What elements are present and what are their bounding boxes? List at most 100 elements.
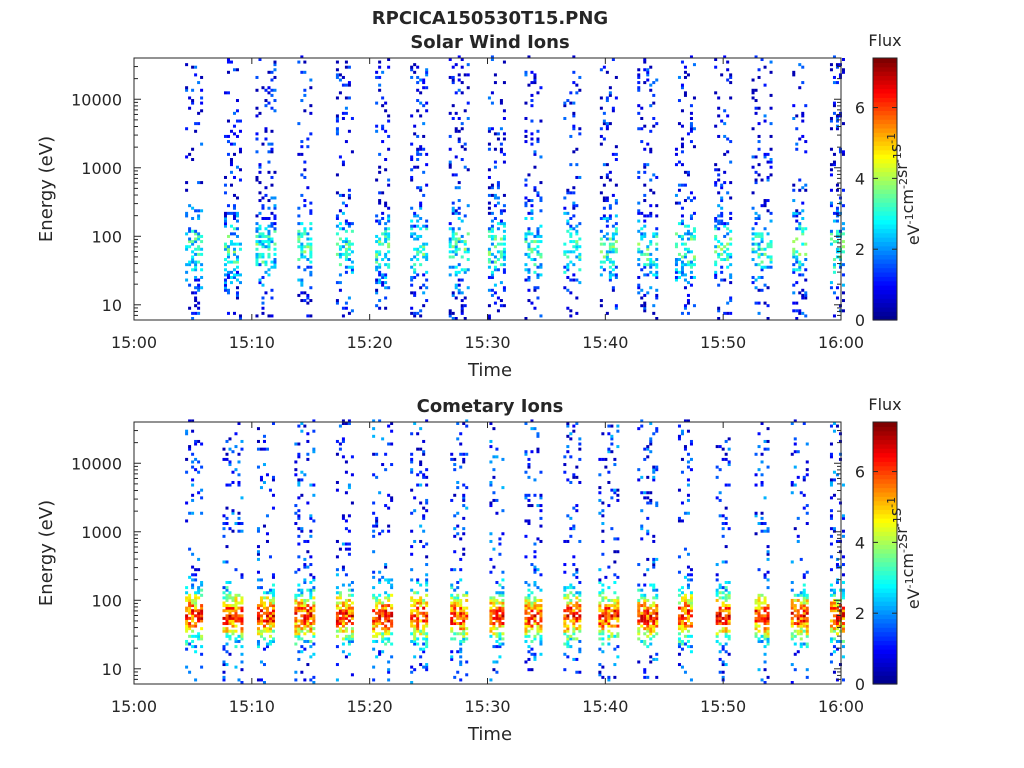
heatmap-cell: [530, 614, 534, 618]
heatmap-cell: [191, 604, 195, 608]
heatmap-cell: [197, 614, 201, 618]
heatmap-cell: [448, 227, 452, 231]
heatmap-cell: [238, 317, 242, 320]
heatmap-cell: [378, 601, 382, 605]
colorbar-swatch: [873, 280, 897, 286]
heatmap-cell: [271, 606, 275, 610]
heatmap-cell: [566, 639, 570, 643]
heatmap-cell: [530, 250, 534, 254]
heatmap-cell: [234, 468, 238, 472]
heatmap-cell: [566, 229, 570, 233]
heatmap-cell: [613, 488, 617, 492]
heatmap-cell: [643, 147, 647, 151]
heatmap-cell: [200, 606, 204, 610]
heatmap-cell: [655, 275, 659, 279]
heatmap-cell: [338, 237, 342, 241]
heatmap-cell: [655, 427, 659, 431]
heatmap-cell: [490, 275, 494, 279]
heatmap-cell: [608, 214, 612, 218]
heatmap-cell: [309, 270, 313, 274]
heatmap-cell: [608, 170, 612, 174]
heatmap-cell: [804, 150, 808, 154]
heatmap-cell: [466, 250, 470, 254]
heatmap-cell: [273, 109, 277, 113]
heatmap-cell: [805, 570, 809, 574]
heatmap-cell: [563, 206, 567, 210]
heatmap-cell: [425, 475, 429, 479]
heatmap-cell: [502, 229, 506, 233]
heatmap-cell: [300, 281, 304, 285]
heatmap-cell: [727, 634, 731, 638]
heatmap-cell: [466, 268, 470, 272]
heatmap-cell: [524, 204, 528, 208]
heatmap-cell: [188, 204, 192, 208]
heatmap-cell: [457, 129, 461, 133]
heatmap-cell: [533, 81, 537, 85]
heatmap-cell: [680, 206, 684, 210]
heatmap-cell: [347, 486, 351, 490]
heatmap-cell: [757, 432, 761, 436]
heatmap-cell: [757, 216, 761, 220]
heatmap-cell: [267, 86, 271, 90]
heatmap-cell: [303, 601, 307, 605]
heatmap-cell: [261, 245, 265, 249]
heatmap-cell: [795, 211, 799, 215]
heatmap-cell: [237, 614, 241, 618]
heatmap-cell: [460, 122, 464, 126]
heatmap-cell: [724, 588, 728, 592]
heatmap-cell: [578, 442, 582, 446]
heatmap-cell: [271, 583, 275, 587]
heatmap-cell: [717, 227, 721, 231]
heatmap-cell: [680, 255, 684, 259]
heatmap-cell: [188, 670, 192, 674]
heatmap-cell: [530, 99, 534, 103]
heatmap-cell: [643, 619, 647, 623]
heatmap-cell: [763, 609, 767, 613]
heatmap-cell: [191, 268, 195, 272]
heatmap-cell: [832, 622, 836, 626]
heatmap-cell: [410, 75, 414, 79]
heatmap-cell: [306, 624, 310, 628]
colorbar-swatch: [873, 123, 897, 129]
heatmap-cell: [264, 129, 268, 133]
heatmap-cell: [262, 591, 266, 595]
heatmap-cell: [599, 127, 603, 131]
heatmap-cell: [465, 598, 469, 602]
heatmap-cell: [303, 299, 307, 303]
heatmap-cell: [372, 473, 376, 477]
heatmap-cell: [790, 637, 794, 641]
heatmap-cell: [194, 578, 198, 582]
heatmap-cell: [539, 119, 543, 123]
heatmap-cell: [450, 596, 454, 600]
heatmap-cell: [751, 237, 755, 241]
heatmap-cell: [683, 670, 687, 674]
heatmap-cell: [194, 291, 198, 295]
heatmap-cell: [335, 301, 339, 305]
heatmap-cell: [841, 273, 845, 277]
heatmap-cell: [459, 598, 463, 602]
heatmap-cell: [689, 55, 693, 59]
heatmap-cell: [613, 609, 617, 613]
heatmap-cell: [536, 609, 540, 613]
heatmap-cell: [569, 163, 573, 167]
heatmap-cell: [410, 611, 414, 615]
heatmap-cell: [419, 663, 423, 667]
heatmap-cell: [530, 606, 534, 610]
heatmap-cell: [271, 611, 275, 615]
heatmap-cell: [501, 486, 505, 490]
heatmap-cell: [191, 552, 195, 556]
heatmap-cell: [718, 622, 722, 626]
heatmap-cell: [197, 237, 201, 241]
heatmap-cell: [726, 255, 730, 259]
heatmap-cell: [683, 255, 687, 259]
heatmap-cell: [223, 263, 227, 267]
heatmap-cell: [680, 629, 684, 633]
heatmap-cell: [495, 455, 499, 459]
heatmap-cell: [751, 78, 755, 82]
heatmap-cell: [686, 634, 690, 638]
heatmap-cell: [387, 263, 391, 267]
heatmap-cell: [416, 214, 420, 218]
heatmap-cell: [226, 234, 230, 238]
heatmap-cell: [539, 199, 543, 203]
heatmap-cell: [766, 557, 770, 561]
